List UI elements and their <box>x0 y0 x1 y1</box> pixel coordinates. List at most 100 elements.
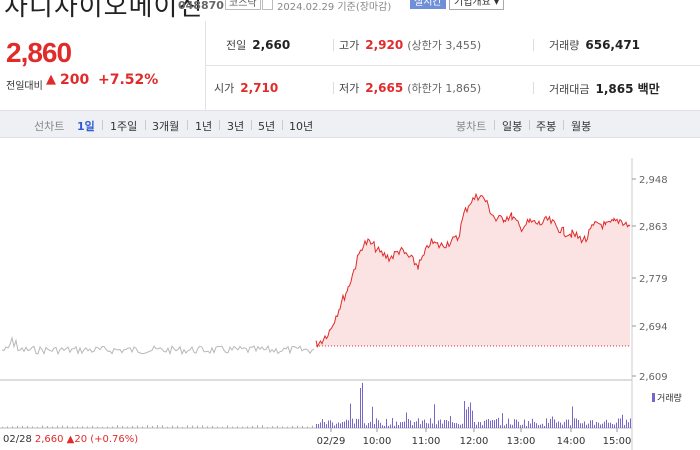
volume-bar <box>344 421 345 428</box>
volume-bar <box>512 424 513 428</box>
volume-bar <box>476 424 477 428</box>
volume-bar <box>572 406 573 428</box>
volume-bar <box>332 422 333 428</box>
volume-bar <box>536 423 537 428</box>
volume-bar <box>550 419 551 428</box>
volume-bar <box>458 424 459 428</box>
prev-volume-bar <box>142 426 143 428</box>
period-3month[interactable]: 3개월 <box>152 120 180 133</box>
period-10year[interactable]: 10년 <box>289 120 314 133</box>
price-panel: 2,860 전일대비 ▲ 200 +7.52% <box>0 21 205 110</box>
stat-prev-close: 전일 2,660 <box>226 37 290 53</box>
volume-bar <box>390 424 391 428</box>
volume-bar <box>496 419 497 428</box>
stock-name: 차디차이오메이진 <box>4 0 204 20</box>
prev-volume-bar <box>27 426 28 428</box>
volume-bar <box>616 422 617 428</box>
volume-bar <box>432 423 433 428</box>
x-tick-label: 12:00 <box>460 436 489 447</box>
volume-bar <box>626 419 627 428</box>
volume-bar <box>594 424 595 428</box>
volume-bar <box>508 418 509 428</box>
volume-bar <box>382 425 383 428</box>
volume-bar <box>360 388 361 428</box>
stat-label: 시가 <box>214 82 235 95</box>
candle-weekly[interactable]: 주봉 <box>536 120 557 133</box>
volume-bar <box>464 401 465 428</box>
volume-bar <box>566 419 567 428</box>
prev-volume-bar <box>32 426 33 428</box>
stat-value: 2,660 <box>252 38 291 52</box>
volume-bar <box>624 425 625 428</box>
period-separator <box>187 120 188 130</box>
stat-separator <box>333 39 334 51</box>
volume-bar <box>346 419 347 428</box>
candle-monthly[interactable]: 월봉 <box>571 120 592 133</box>
volume-bar <box>340 423 341 428</box>
stock-code: 048870 <box>178 0 224 12</box>
prev-volume-bar <box>152 426 153 428</box>
prev-volume-bar <box>172 425 173 428</box>
x-tick-label: 02/29 <box>317 436 346 447</box>
title-bar: 차디차이오메이진 048870 코스닥 2024.02.29 기준(장마감) 실… <box>0 0 700 20</box>
volume-bar <box>416 421 417 428</box>
volume-bar <box>552 416 553 428</box>
volume-bar <box>366 425 367 428</box>
volume-bar <box>322 419 323 428</box>
prev-volume-bar <box>57 425 58 428</box>
volume-bar <box>478 421 479 428</box>
volume-bar <box>534 421 535 428</box>
intraday-chart[interactable]: 2,948 2,863 2,779 2,694 2,609 02/29 10:00 11:00… <box>0 138 700 450</box>
period-1day[interactable]: 1일 <box>77 120 95 133</box>
prev-volume-bar <box>217 426 218 428</box>
volume-bar <box>352 418 353 428</box>
period-1week[interactable]: 1주일 <box>110 120 138 133</box>
volume-bar <box>584 421 585 428</box>
x-tick-label: 10:00 <box>363 436 392 447</box>
volume-bar <box>396 421 397 428</box>
prev-volume-bar <box>132 426 133 428</box>
prev-volume-bar <box>307 426 308 428</box>
volume-bar <box>446 420 447 428</box>
volume-bar <box>538 425 539 428</box>
calendar-icon <box>262 0 273 10</box>
volume-bar <box>520 425 521 428</box>
stat-label: 저가 <box>339 82 360 95</box>
stats-panel: 전일 2,660 고가 2,920 (상한가 3,455) 거래량 656,471 시가… <box>205 21 700 110</box>
prev-volume-bar <box>52 426 53 428</box>
period-5year[interactable]: 5년 <box>258 120 276 133</box>
realtime-button[interactable]: 실시간 <box>410 0 446 9</box>
prev-day-date: 02/28 <box>3 434 32 445</box>
period-separator <box>251 120 252 130</box>
volume-bar <box>330 420 331 428</box>
volume-bar <box>586 424 587 428</box>
prev-volume-bar <box>312 425 313 428</box>
chart-canvas[interactable]: 2,948 2,863 2,779 2,694 2,609 02/29 10:00 11:00… <box>0 138 700 450</box>
y-tick-label: 2,948 <box>639 175 668 186</box>
volume-bar <box>328 420 329 428</box>
volume-bar <box>434 404 435 428</box>
prev-volume-bar <box>177 425 178 428</box>
prev-volume-bar <box>97 426 98 428</box>
volume-bar <box>474 422 475 428</box>
volume-bar <box>462 423 463 428</box>
company-overview-dropdown[interactable]: 기업개요 ▾ <box>449 0 504 10</box>
period-3year[interactable]: 3년 <box>227 120 245 133</box>
candle-daily[interactable]: 일봉 <box>502 120 523 133</box>
period-1year[interactable]: 1년 <box>195 120 213 133</box>
prev-volume-bar <box>102 426 103 428</box>
volume-bar <box>342 422 343 428</box>
volume-bar <box>440 419 441 428</box>
period-separator <box>145 120 146 130</box>
prev-volume-bar <box>267 427 268 428</box>
x-tick-label: 11:00 <box>412 436 441 447</box>
current-price: 2,860 <box>6 37 72 68</box>
volume-bar <box>490 420 491 428</box>
stat-value: 656,471 <box>585 38 641 52</box>
volume-bar <box>448 421 449 428</box>
volume-bar <box>326 424 327 428</box>
stats-divider <box>206 65 700 66</box>
volume-bar <box>420 424 421 428</box>
volume-bar <box>568 419 569 428</box>
prev-volume-bar <box>157 425 158 428</box>
